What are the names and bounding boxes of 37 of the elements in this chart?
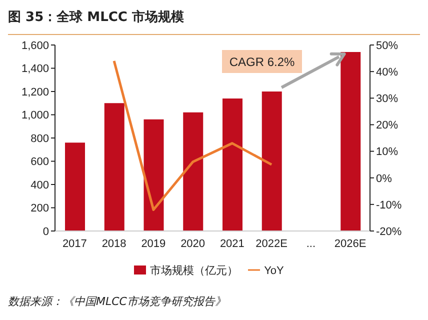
- y-tick-label: 1,000: [21, 110, 49, 122]
- x-tick-label: 2020: [180, 238, 206, 250]
- x-tick-label: 2018: [102, 238, 126, 250]
- y-tick-label: 400: [30, 179, 49, 192]
- legend-label: 市场规模（亿元）: [150, 265, 238, 277]
- y-tick-label: 200: [30, 202, 49, 215]
- bar: [340, 52, 361, 231]
- y-tick-label: 600: [30, 156, 49, 168]
- bar: [262, 92, 282, 231]
- x-tick-label: 2021: [220, 238, 244, 250]
- y2-tick-label: 40%: [376, 66, 398, 78]
- bar: [104, 103, 124, 231]
- x-tick-label: ...: [306, 238, 316, 250]
- x-tick-label: 2022E: [256, 238, 288, 250]
- y-tick-label: 1,200: [21, 86, 49, 98]
- source-note: 数据来源：《中国MLCC市场竞争研究报告》: [8, 294, 226, 309]
- y2-tick-label: -20%: [376, 226, 402, 238]
- y-tick-label: 1,600: [21, 40, 49, 52]
- x-tick-label: 2017: [62, 238, 87, 250]
- y2-tick-label: 10%: [376, 146, 398, 158]
- y-tick-label: 0: [42, 226, 49, 238]
- bar: [222, 98, 242, 231]
- bar: [144, 119, 164, 231]
- y-tick-label: 1,400: [21, 63, 49, 76]
- bar: [65, 142, 85, 231]
- bar: [183, 112, 204, 231]
- x-tick-label: 2026E: [334, 238, 366, 250]
- y-tick-label: 800: [30, 132, 49, 145]
- annotation: CAGR 6.2%: [222, 50, 302, 73]
- legend-label: YoY: [264, 265, 284, 277]
- y2-tick-label: 50%: [376, 40, 398, 52]
- chart-title: 图 35：全球 MLCC 市场规模: [8, 8, 184, 26]
- x-tick-label: 2019: [141, 238, 166, 250]
- y2-tick-label: -10%: [376, 199, 402, 212]
- y2-tick-label: 30%: [376, 93, 398, 106]
- y2-tick-label: 0%: [376, 172, 392, 185]
- y2-tick-label: 20%: [376, 120, 398, 132]
